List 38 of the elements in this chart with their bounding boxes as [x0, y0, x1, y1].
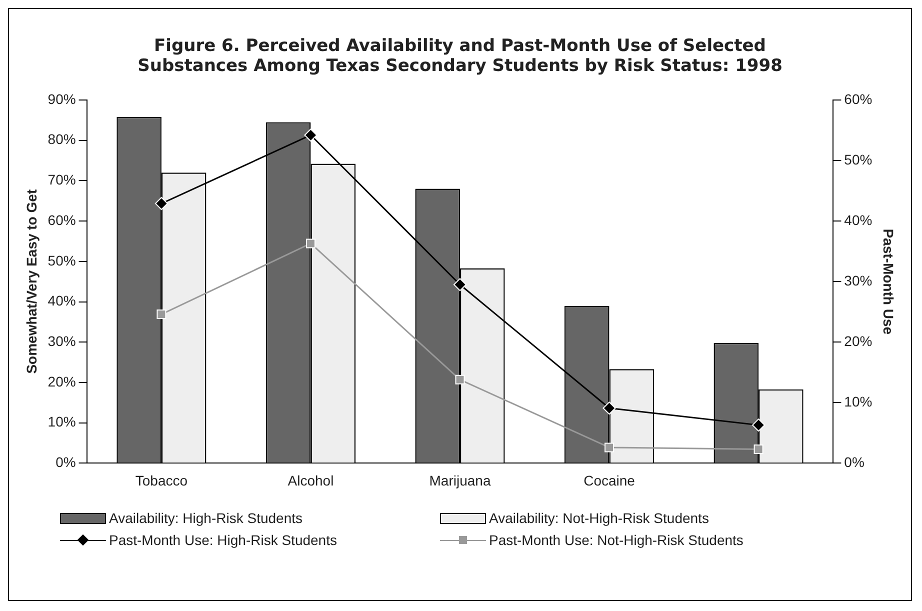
x-tick-label: Marijuana [429, 472, 491, 488]
y-tick-label: 50% [48, 252, 76, 268]
y-tick-label: 90% [48, 90, 76, 107]
y2-tick-label: 0% [844, 454, 864, 470]
point [454, 278, 466, 292]
legend-label: Availability: Not-High-Risk Students [489, 510, 709, 526]
y2-tick-label: 50% [844, 151, 872, 168]
y-tick-label: 60% [48, 212, 76, 228]
y-tick-label: 30% [48, 332, 76, 349]
point [602, 402, 616, 415]
x-tick-label: Cocaine [584, 472, 636, 488]
y-tick-label: 80% [48, 131, 76, 148]
legend-label: Availability: High-Risk Students [109, 510, 302, 526]
x-tick-label: Tobacco [135, 472, 188, 488]
point [154, 197, 168, 210]
point [604, 442, 614, 452]
point [156, 310, 166, 320]
y-axis-title: Somewhat/Very Easy to Get [23, 189, 40, 374]
y-tick-label: 10% [48, 414, 76, 430]
y-tick-label: 0% [56, 454, 76, 470]
y2-tick-label: 10% [844, 394, 872, 410]
y-tick-label: 20% [48, 373, 76, 390]
y2-axis-title: Past-Month Use [880, 228, 897, 335]
point [455, 374, 465, 384]
point [304, 128, 318, 142]
y2-tick-label: 40% [844, 212, 872, 228]
y2-tick-label: 20% [844, 332, 872, 349]
y-tick-label: 40% [48, 292, 76, 309]
y2-tick-label: 30% [844, 272, 872, 288]
point [306, 238, 316, 248]
x-tick-label: Alcohol [288, 472, 334, 488]
legend-label: Past-Month Use: High-Risk Students [109, 532, 337, 548]
y2-tick-label: 60% [844, 90, 872, 107]
point [752, 418, 766, 432]
point [754, 444, 764, 454]
y-tick-label: 70% [48, 172, 76, 188]
legend-label: Past-Month Use: Not-High-Risk Students [489, 532, 744, 548]
chart-title: Figure 6. Perceived Availability and Past-Month Use of Selected Substances Among Texas Secondary Students by Risk Status: 1998 [136, 36, 784, 76]
